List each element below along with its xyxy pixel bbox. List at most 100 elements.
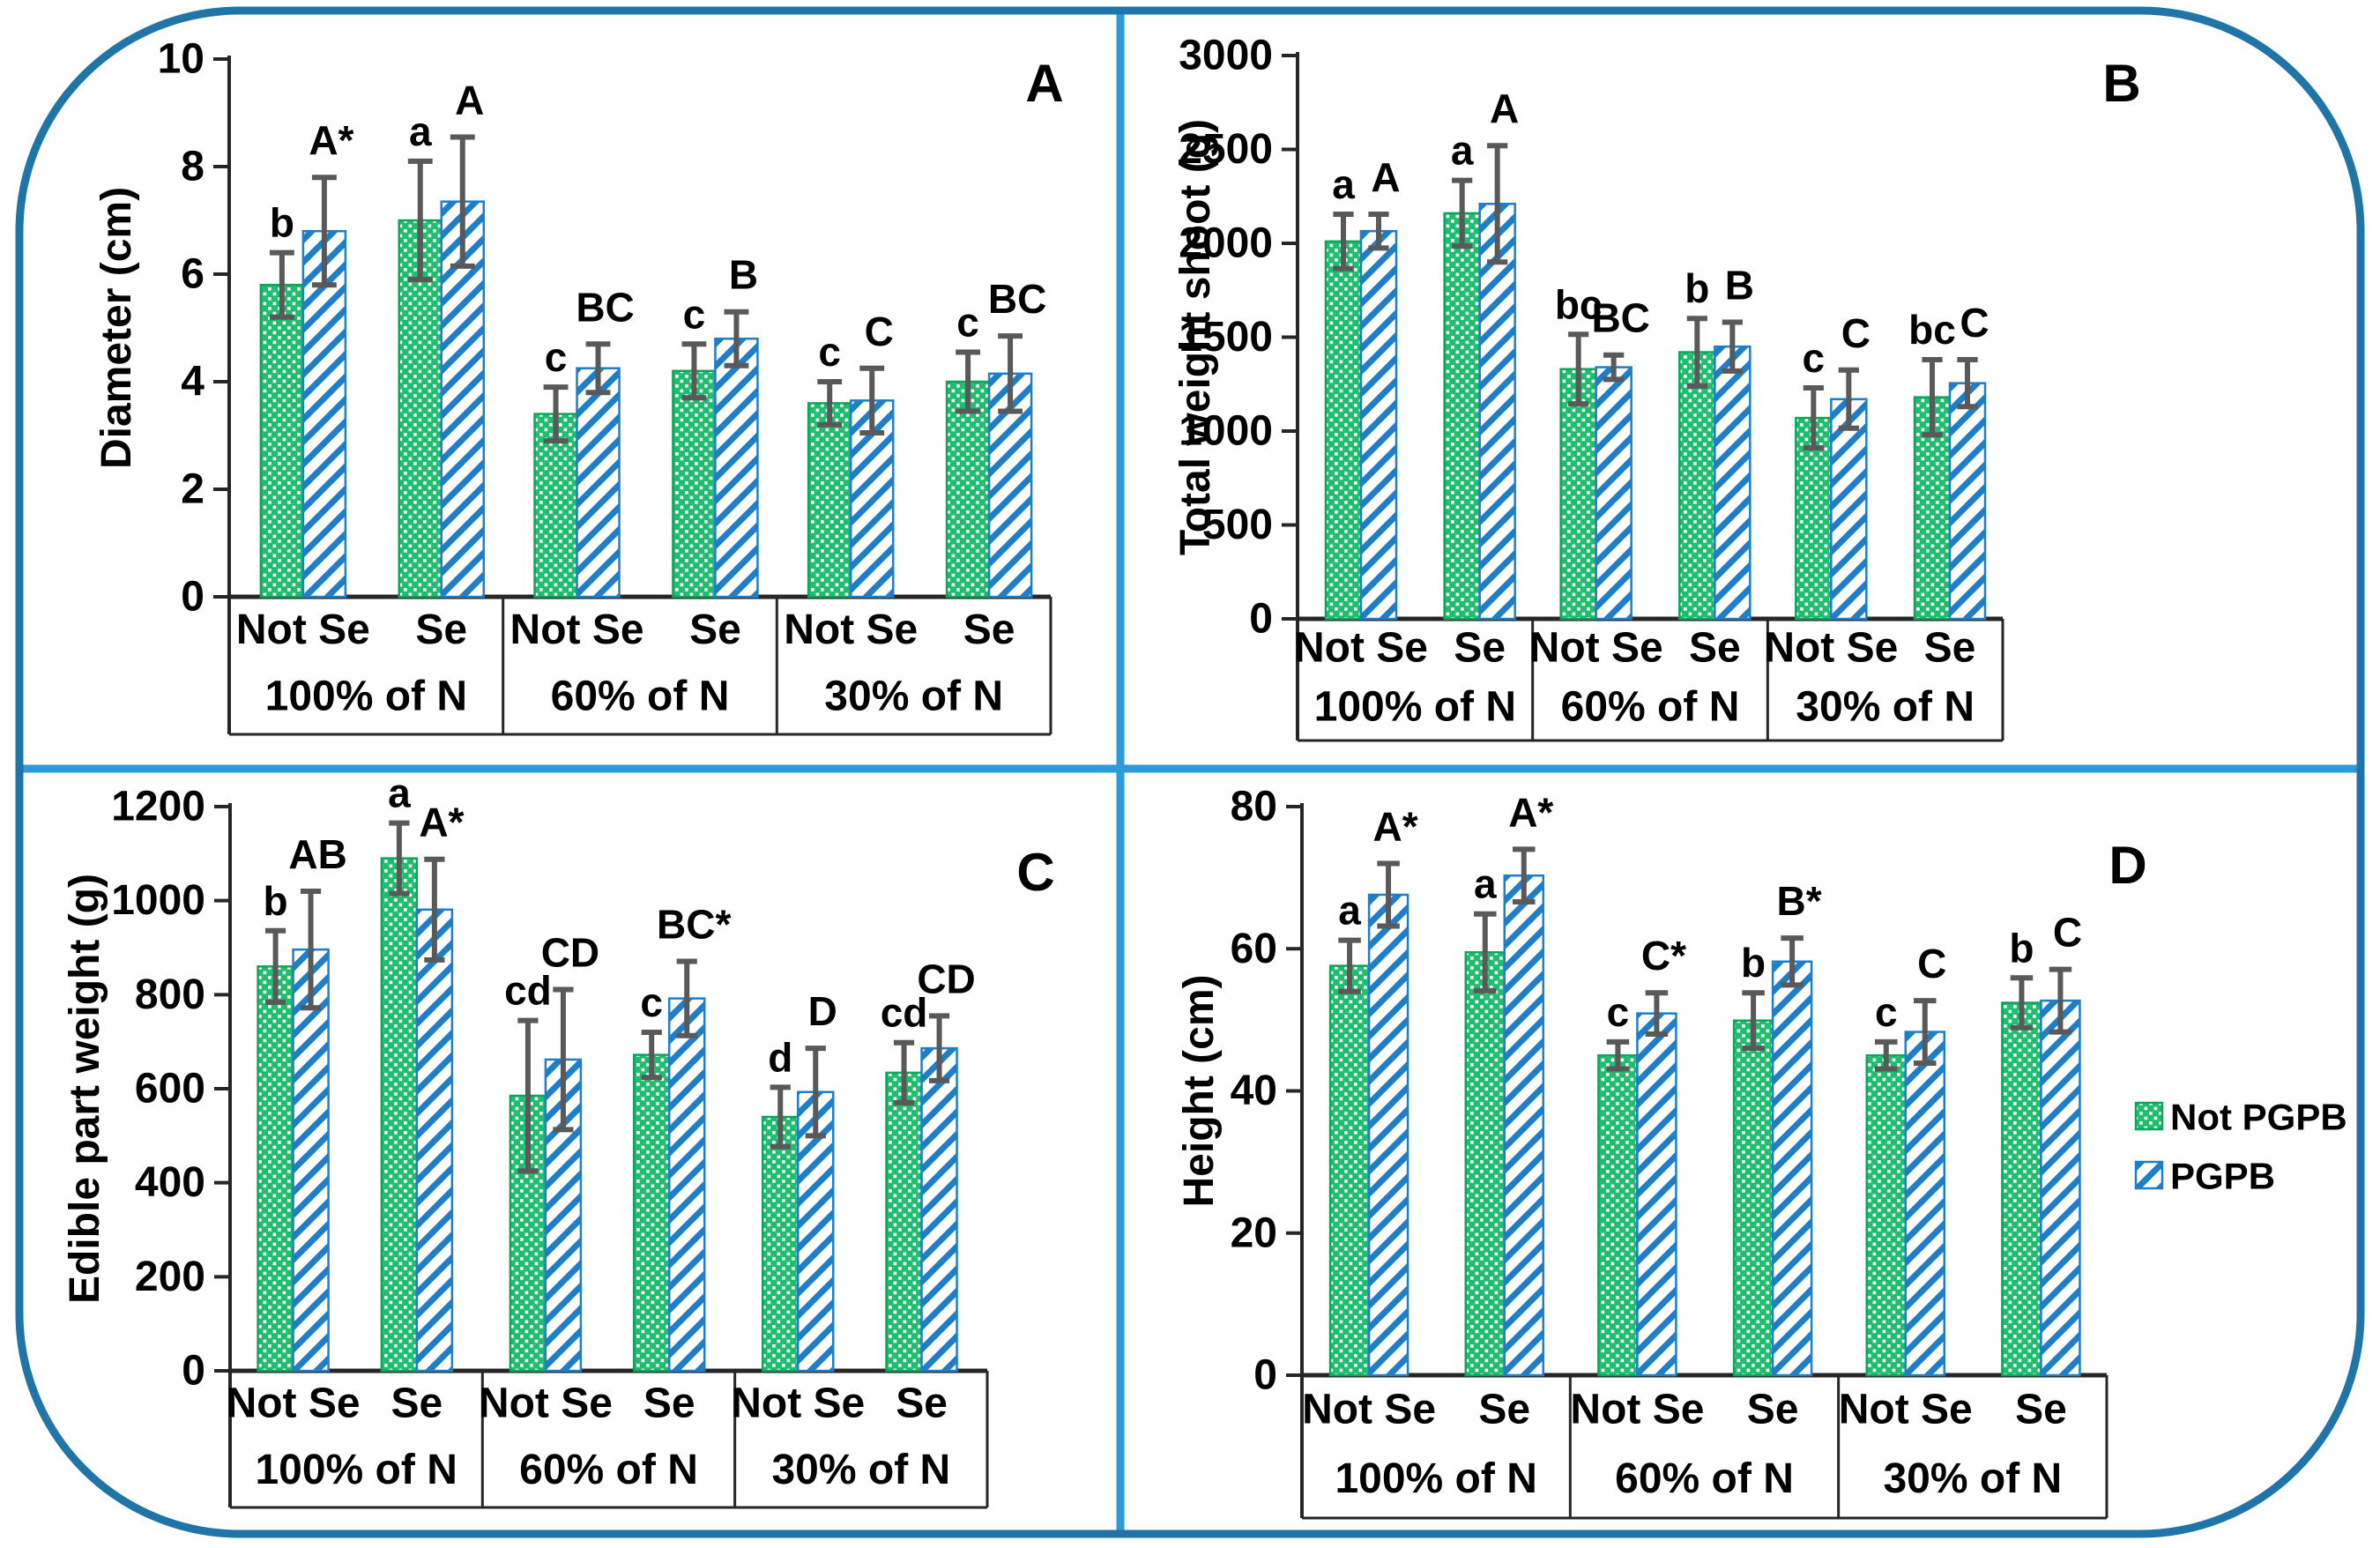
significance-letter-lower: b [2009,925,2034,971]
y-tick-label: 80 [1231,784,1277,830]
significance-letter-upper: C [865,309,894,354]
significance-letter-lower: cd [504,968,552,1014]
significance-letter-upper: B [729,252,758,298]
subgroup-label: Se [1689,625,1741,672]
bar-not-pgpb [1597,1053,1639,1377]
bar-pgpb [1830,398,1868,621]
subgroup-label: Not Se [1570,1386,1704,1433]
chart-legend: Not PGPB PGPB [2134,1097,2347,1197]
y-tick-label: 20 [1231,1209,1277,1256]
significance-letter-upper: C [1960,300,1989,346]
group-label: 30% of N [1883,1455,2062,1502]
significance-letter-lower: cd [881,990,928,1036]
subgroup-label: Not Se [731,1381,865,1427]
significance-letter-lower: b [1741,940,1766,986]
subgroup-label: Not Se [1294,625,1428,672]
bar-pgpb [1478,203,1516,621]
y-tick-label: 40 [1231,1068,1277,1114]
significance-letter-lower: c [1803,335,1826,381]
significance-letter-upper: A [1371,154,1400,200]
y-tick-label: 1500 [1179,314,1273,361]
bar-pgpb [440,200,486,599]
group-label: 30% of N [1796,684,1975,731]
bar-pgpb [576,367,621,599]
significance-letter-lower: b [1685,265,1709,311]
bar-pgpb [797,1090,835,1373]
group-label: 100% of N [255,1447,457,1493]
bar-not-pgpb [533,413,578,599]
significance-letter-upper: A* [309,117,353,163]
bar-pgpb [292,948,330,1373]
subgroup-label: Not Se [1302,1386,1436,1433]
subgroup-label: Not Se [510,607,644,653]
y-tick-label: 2000 [1179,220,1273,267]
y-tick-label: 200 [135,1254,205,1300]
bar-not-pgpb [259,283,305,599]
y-axis-title: Total weight shoot (g) [1172,119,1219,555]
significance-letter-lower: a [388,770,411,816]
bar-not-pgpb [807,402,852,599]
subgroup-label: Se [1478,1386,1530,1433]
significance-letter-lower: a [1332,161,1355,207]
bar-pgpb [1359,229,1398,621]
y-tick-label: 1000 [111,877,205,924]
significance-letter-upper: C [1917,941,1946,986]
group-label: 60% of N [1561,684,1740,731]
subgroup-label: Se [963,607,1015,653]
significance-letter-lower: b [270,200,294,246]
y-tick-label: 0 [182,1348,205,1395]
significance-letter-lower: c [683,291,706,337]
bar-pgpb [415,908,454,1373]
bar-not-pgpb [1328,964,1371,1377]
y-tick-label: 600 [135,1066,205,1113]
subgroup-label: Not Se [479,1381,613,1427]
green-dotted-icon [2134,1101,2164,1131]
panel-letter: C [1016,843,1054,902]
y-tick-label: 10 [158,36,205,83]
subgroup-label: Se [415,607,467,653]
y-axis-title: Edible part weight (g) [62,874,108,1304]
subgroup-label: Se [896,1381,948,1427]
significance-letter-lower: a [1474,861,1497,907]
bar-pgpb [1771,960,1813,1377]
group-label: 30% of N [824,674,1003,720]
significance-letter-upper: B [1725,262,1754,308]
legend-label: Not PGPB [2170,1097,2347,1138]
significance-letter-upper: C* [1641,933,1686,979]
bar-not-pgpb [257,965,294,1373]
bar-pgpb [1595,366,1633,621]
bar-pgpb [301,229,347,599]
significance-letter-lower: c [545,334,568,380]
significance-letter-upper: D [808,988,837,1034]
y-tick-label: 60 [1231,926,1277,972]
y-tick-label: 1000 [1179,408,1273,455]
bar-not-pgpb [632,1053,671,1373]
subgroup-label: Se [1924,625,1976,672]
significance-letter-lower: bc [1908,307,1956,353]
bar-pgpb [667,997,706,1373]
subgroup-label: Se [391,1381,443,1427]
bar-pgpb [1904,1031,1945,1377]
y-tick-label: 0 [1249,596,1273,643]
bar-not-pgpb [762,1115,800,1373]
bar-pgpb [1367,893,1409,1377]
significance-letter-upper: A* [419,800,464,845]
y-tick-label: 1200 [111,784,205,830]
subgroup-label: Se [1454,625,1506,672]
panel-letter: D [2109,836,2146,895]
bar-not-pgpb [1559,368,1597,621]
y-tick-label: 400 [135,1159,205,1206]
y-axis-title: Height (cm) [1176,975,1223,1208]
panel-letter: B [2102,54,2140,113]
legend-label: PGPB [2170,1156,2275,1197]
y-tick-label: 0 [181,574,205,621]
significance-letter-lower: c [818,329,841,375]
significance-letter-lower: b [264,878,288,924]
y-tick-label: 2500 [1179,126,1273,173]
significance-letter-upper: C [2053,910,2082,956]
bar-not-pgpb [672,369,717,599]
bar-pgpb [1503,874,1545,1377]
